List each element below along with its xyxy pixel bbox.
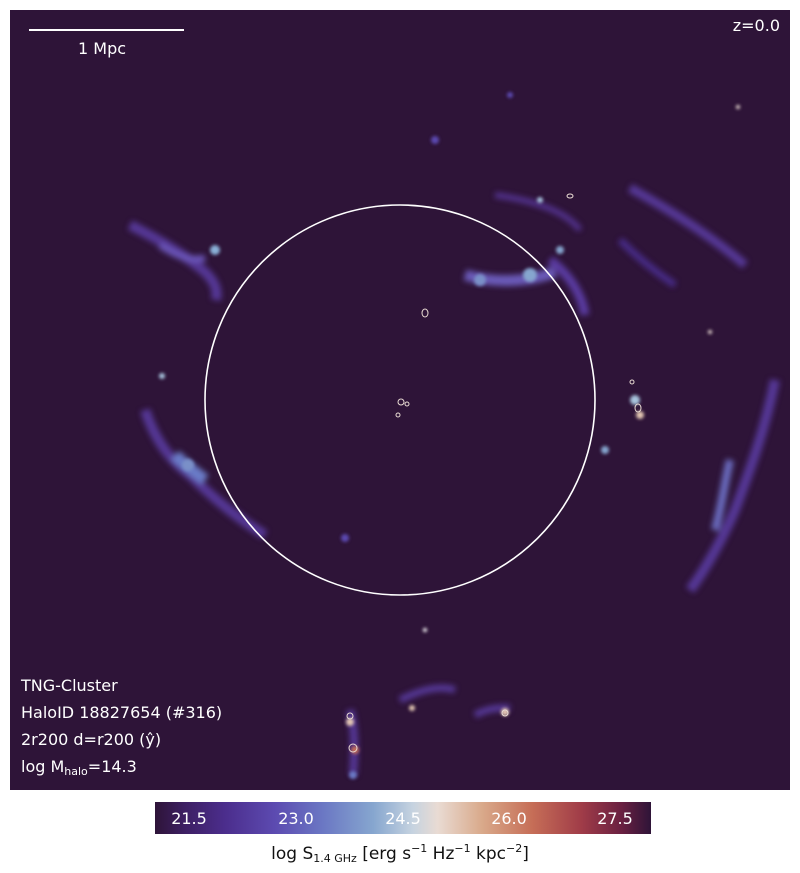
diffuse-relic-structures: [127, 184, 780, 776]
projection-info: 2r200 d=r200 (ŷ): [21, 730, 162, 749]
halo-mass: log Mhalo=14.3: [21, 757, 137, 778]
scalebar-label: 1 Mpc: [78, 39, 127, 58]
colorbar-tick: 23.0: [278, 809, 314, 828]
simulation-name: TNG-Cluster: [21, 676, 118, 695]
radio-emission-map: 1 Mpc z=0.0 TNG-Cluster HaloID 18827654 …: [10, 10, 790, 790]
bright-knots: [159, 92, 740, 779]
redshift-label: z=0.0: [732, 16, 780, 35]
colorbar: 21.5 23.0 24.5 26.0 27.5: [155, 802, 651, 834]
colorbar-tick: 26.0: [491, 809, 527, 828]
colorbar-tick: 21.5: [171, 809, 207, 828]
colorbar-tick: 27.5: [597, 809, 633, 828]
contour-outlines: [346, 193, 642, 753]
emission-field: [127, 92, 780, 779]
colorbar-tick: 24.5: [385, 809, 421, 828]
colorbar-label: log S1.4 GHz [erg s−1 Hz−1 kpc−2]: [271, 842, 529, 865]
scalebar-line: [29, 29, 184, 31]
halo-id: HaloID 18827654 (#316): [21, 703, 223, 722]
halo-info: TNG-Cluster HaloID 18827654 (#316) 2r200…: [21, 678, 222, 786]
r200-circle: [204, 204, 596, 596]
